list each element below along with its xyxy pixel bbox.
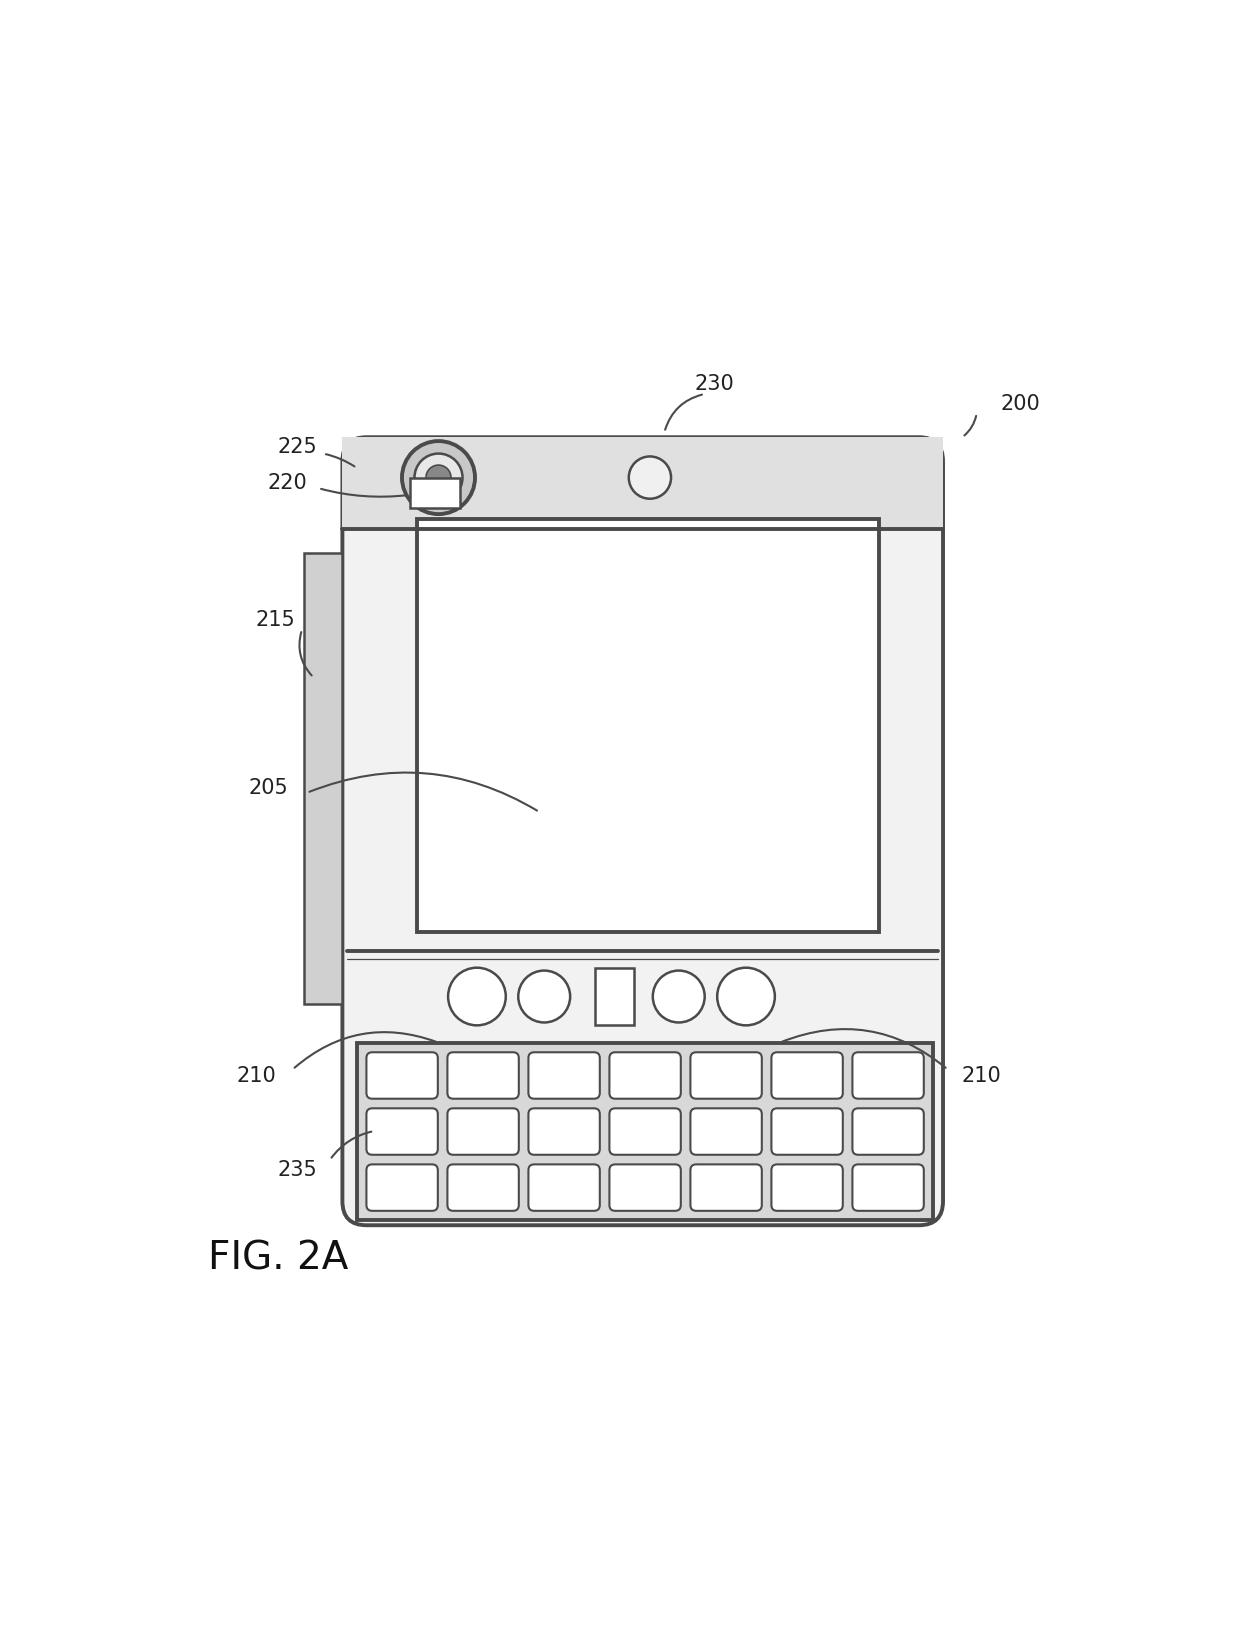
FancyBboxPatch shape	[609, 1052, 681, 1100]
Circle shape	[402, 441, 475, 514]
FancyBboxPatch shape	[448, 1108, 518, 1155]
Text: 210: 210	[236, 1067, 275, 1086]
Circle shape	[518, 971, 570, 1022]
FancyBboxPatch shape	[342, 438, 944, 1225]
FancyBboxPatch shape	[691, 1052, 761, 1100]
Bar	[304, 553, 342, 1004]
Text: 200: 200	[999, 393, 1040, 413]
Circle shape	[652, 971, 704, 1022]
FancyBboxPatch shape	[852, 1164, 924, 1211]
Circle shape	[448, 968, 506, 1025]
FancyBboxPatch shape	[852, 1108, 924, 1155]
Bar	[418, 518, 879, 932]
FancyBboxPatch shape	[367, 1108, 438, 1155]
Text: 220: 220	[268, 474, 308, 494]
FancyBboxPatch shape	[771, 1108, 843, 1155]
FancyBboxPatch shape	[852, 1052, 924, 1100]
Text: 210: 210	[961, 1067, 1002, 1086]
FancyBboxPatch shape	[367, 1052, 438, 1100]
Text: 230: 230	[694, 374, 734, 395]
Bar	[357, 1042, 934, 1220]
FancyBboxPatch shape	[448, 1052, 518, 1100]
FancyBboxPatch shape	[528, 1164, 600, 1211]
Circle shape	[717, 968, 775, 1025]
FancyBboxPatch shape	[691, 1108, 761, 1155]
Bar	[409, 477, 460, 509]
FancyBboxPatch shape	[771, 1052, 843, 1100]
FancyBboxPatch shape	[448, 1164, 518, 1211]
Bar	[342, 438, 942, 528]
FancyBboxPatch shape	[609, 1164, 681, 1211]
Circle shape	[629, 456, 671, 499]
Bar	[595, 968, 634, 1025]
FancyBboxPatch shape	[609, 1108, 681, 1155]
Circle shape	[427, 466, 451, 491]
FancyBboxPatch shape	[691, 1164, 761, 1211]
FancyBboxPatch shape	[528, 1052, 600, 1100]
Text: FIG. 2A: FIG. 2A	[208, 1239, 348, 1277]
Text: 205: 205	[248, 779, 288, 798]
FancyBboxPatch shape	[367, 1164, 438, 1211]
FancyBboxPatch shape	[528, 1108, 600, 1155]
FancyBboxPatch shape	[771, 1164, 843, 1211]
Text: 215: 215	[255, 609, 295, 630]
Text: 235: 235	[278, 1159, 317, 1180]
Circle shape	[414, 454, 463, 502]
Text: 225: 225	[278, 436, 317, 458]
